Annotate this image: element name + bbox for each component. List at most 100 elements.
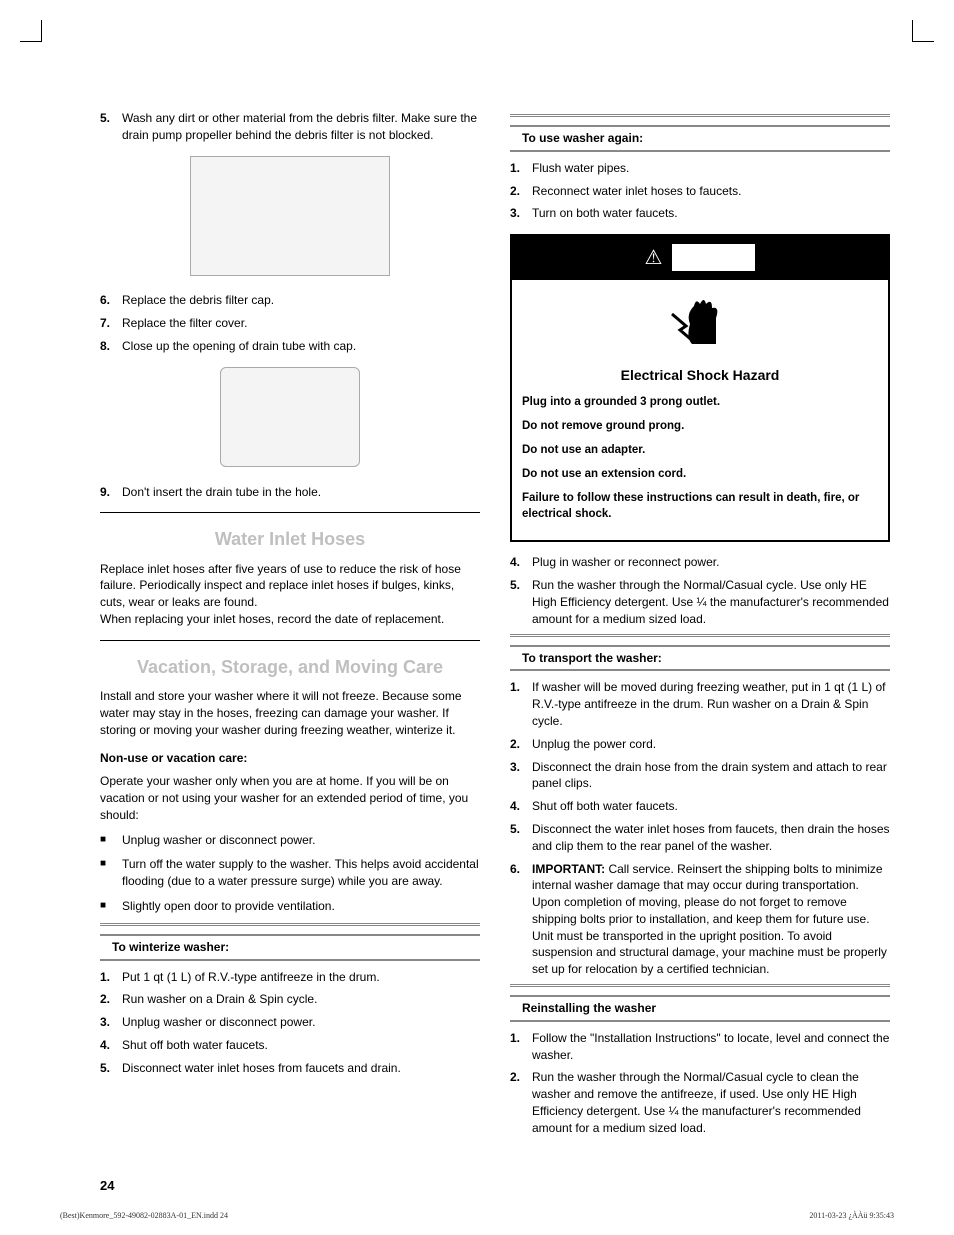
list-text: Unplug washer or disconnect power. <box>122 1014 480 1031</box>
important-label: IMPORTANT: <box>532 862 605 876</box>
steps-debris-filter-a: 5.Wash any dirt or other material from t… <box>100 110 480 144</box>
vacation-intro: Install and store your washer where it w… <box>100 688 480 738</box>
heading-vacation: Vacation, Storage, and Moving Care <box>100 655 480 680</box>
important-text: Call service. Reinsert the shipping bolt… <box>532 862 887 977</box>
list-text: Run washer on a Drain & Spin cycle. <box>122 991 480 1008</box>
list-text: Turn on both water faucets. <box>532 205 890 222</box>
list-number: 3. <box>100 1014 122 1031</box>
list-text: Disconnect the drain hose from the drain… <box>532 759 890 793</box>
warning-triangle-icon: ⚠ <box>645 244 663 272</box>
subhead-use-again: To use washer again: <box>510 127 890 150</box>
nonuse-intro: Operate your washer only when you are at… <box>100 773 480 823</box>
subhead-nonuse: Non-use or vacation care: <box>100 750 480 767</box>
crop-mark-tr <box>912 20 934 42</box>
list-number: 6. <box>510 861 532 979</box>
warning-line: Do not use an extension cord. <box>522 466 878 482</box>
water-inlet-text: Replace inlet hoses after five years of … <box>100 561 480 628</box>
illustration-cap-img <box>220 367 360 467</box>
list-number: 8. <box>100 338 122 355</box>
list-text: Disconnect the water inlet hoses from fa… <box>532 821 890 855</box>
warning-line: Plug into a grounded 3 prong outlet. <box>522 394 878 410</box>
warning-header: ⚠ <box>512 236 888 280</box>
warning-badge <box>672 244 756 270</box>
crop-mark-tl <box>20 20 42 42</box>
rule <box>510 984 890 987</box>
list-text: IMPORTANT: Call service. Reinsert the sh… <box>532 861 890 979</box>
warning-line: Do not use an adapter. <box>522 442 878 458</box>
left-column: 5. Wash any dirt or other material from t… <box>100 110 480 1143</box>
list-text: Unplug the power cord. <box>532 736 890 753</box>
list-text: Run the washer through the Normal/Casual… <box>532 577 890 627</box>
list-number: 5. <box>510 821 532 855</box>
list-text: Wash any dirt or other material from the… <box>122 110 480 144</box>
list-text: Reconnect water inlet hoses to faucets. <box>532 183 890 200</box>
list-text: Shut off both water faucets. <box>122 1037 480 1054</box>
subhead-winterize: To winterize washer: <box>100 936 480 959</box>
list-number: 7. <box>100 315 122 332</box>
subhead-use-again-box: To use washer again: <box>510 125 890 152</box>
subhead-transport-box: To transport the washer: <box>510 645 890 672</box>
steps-debris-filter-c: 9.Don't insert the drain tube in the hol… <box>100 484 480 501</box>
warning-line: Failure to follow these instructions can… <box>522 490 878 522</box>
rule <box>100 923 480 926</box>
divider <box>100 640 480 641</box>
list-number: 1. <box>510 679 532 729</box>
bullet-text: Turn off the water supply to the washer.… <box>122 856 480 890</box>
warning-body: Plug into a grounded 3 prong outlet. Do n… <box>512 394 888 541</box>
two-column-layout: 5. Wash any dirt or other material from t… <box>100 110 894 1143</box>
warning-line: Do not remove ground prong. <box>522 418 878 434</box>
nonuse-bullets: Unplug washer or disconnect power. Turn o… <box>100 832 480 915</box>
footer-left: (Best)Kenmore_592-49082-02883A-01_EN.ind… <box>60 1210 228 1221</box>
subhead-reinstall-box: Reinstalling the washer <box>510 995 890 1022</box>
steps-debris-filter-b: 6.Replace the debris filter cap.7.Replac… <box>100 292 480 354</box>
list-number: 5. <box>510 577 532 627</box>
footer-right: 2011-03-23 ¿ÀÀü 9:35:43 <box>809 1210 894 1221</box>
list-number: 1. <box>100 969 122 986</box>
warning-title: Electrical Shock Hazard <box>512 366 888 394</box>
list-text: Put 1 qt (1 L) of R.V.-type antifreeze i… <box>122 969 480 986</box>
list-number: 9. <box>100 484 122 501</box>
list-number: 3. <box>510 205 532 222</box>
list-text: Flush water pipes. <box>532 160 890 177</box>
list-text: If washer will be moved during freezing … <box>532 679 890 729</box>
list-number: 2. <box>510 1069 532 1136</box>
list-text: Plug in washer or reconnect power. <box>532 554 890 571</box>
list-number: 1. <box>510 1030 532 1064</box>
illustration-filter-img <box>190 156 390 276</box>
after-warn-steps: 4.Plug in washer or reconnect power.5.Ru… <box>510 554 890 627</box>
transport-steps: 1.If washer will be moved during freezin… <box>510 679 890 854</box>
illustration-filter <box>100 156 480 281</box>
list-number: 1. <box>510 160 532 177</box>
list-number: 2. <box>100 991 122 1008</box>
rule <box>510 634 890 637</box>
subhead-reinstall: Reinstalling the washer <box>510 997 890 1020</box>
list-number: 2. <box>510 183 532 200</box>
list-number: 3. <box>510 759 532 793</box>
list-text: Replace the filter cover. <box>122 315 480 332</box>
warning-box: ⚠ Electrical Shock Hazard Plug into a gr… <box>510 234 890 542</box>
list-text: Run the washer through the Normal/Casual… <box>532 1069 890 1136</box>
list-number: 6. <box>100 292 122 309</box>
list-text: Shut off both water faucets. <box>532 798 890 815</box>
subhead-winterize-box: To winterize washer: <box>100 934 480 961</box>
list-text: Don't insert the drain tube in the hole. <box>122 484 480 501</box>
list-text: Replace the debris filter cap. <box>122 292 480 309</box>
transport-important: 6. IMPORTANT: Call service. Reinsert the… <box>510 861 890 979</box>
use-again-steps: 1.Flush water pipes.2.Reconnect water in… <box>510 160 890 222</box>
list-text: Follow the "Installation Instructions" t… <box>532 1030 890 1064</box>
rule <box>510 114 890 117</box>
list-number: 4. <box>510 554 532 571</box>
bullet-text: Slightly open door to provide ventilatio… <box>122 898 335 915</box>
right-column: To use washer again: 1.Flush water pipes… <box>510 110 890 1143</box>
list-text: Disconnect water inlet hoses from faucet… <box>122 1060 480 1077</box>
list-number: 4. <box>100 1037 122 1054</box>
subhead-transport: To transport the washer: <box>510 647 890 670</box>
illustration-cap <box>100 367 480 472</box>
divider <box>100 512 480 513</box>
bullet-text: Unplug washer or disconnect power. <box>122 832 315 849</box>
winterize-steps: 1.Put 1 qt (1 L) of R.V.-type antifreeze… <box>100 969 480 1077</box>
reinstall-steps: 1.Follow the "Installation Instructions"… <box>510 1030 890 1137</box>
heading-water-inlet: Water Inlet Hoses <box>100 527 480 552</box>
shock-hand-icon <box>512 280 888 366</box>
list-number: 5. <box>100 1060 122 1077</box>
